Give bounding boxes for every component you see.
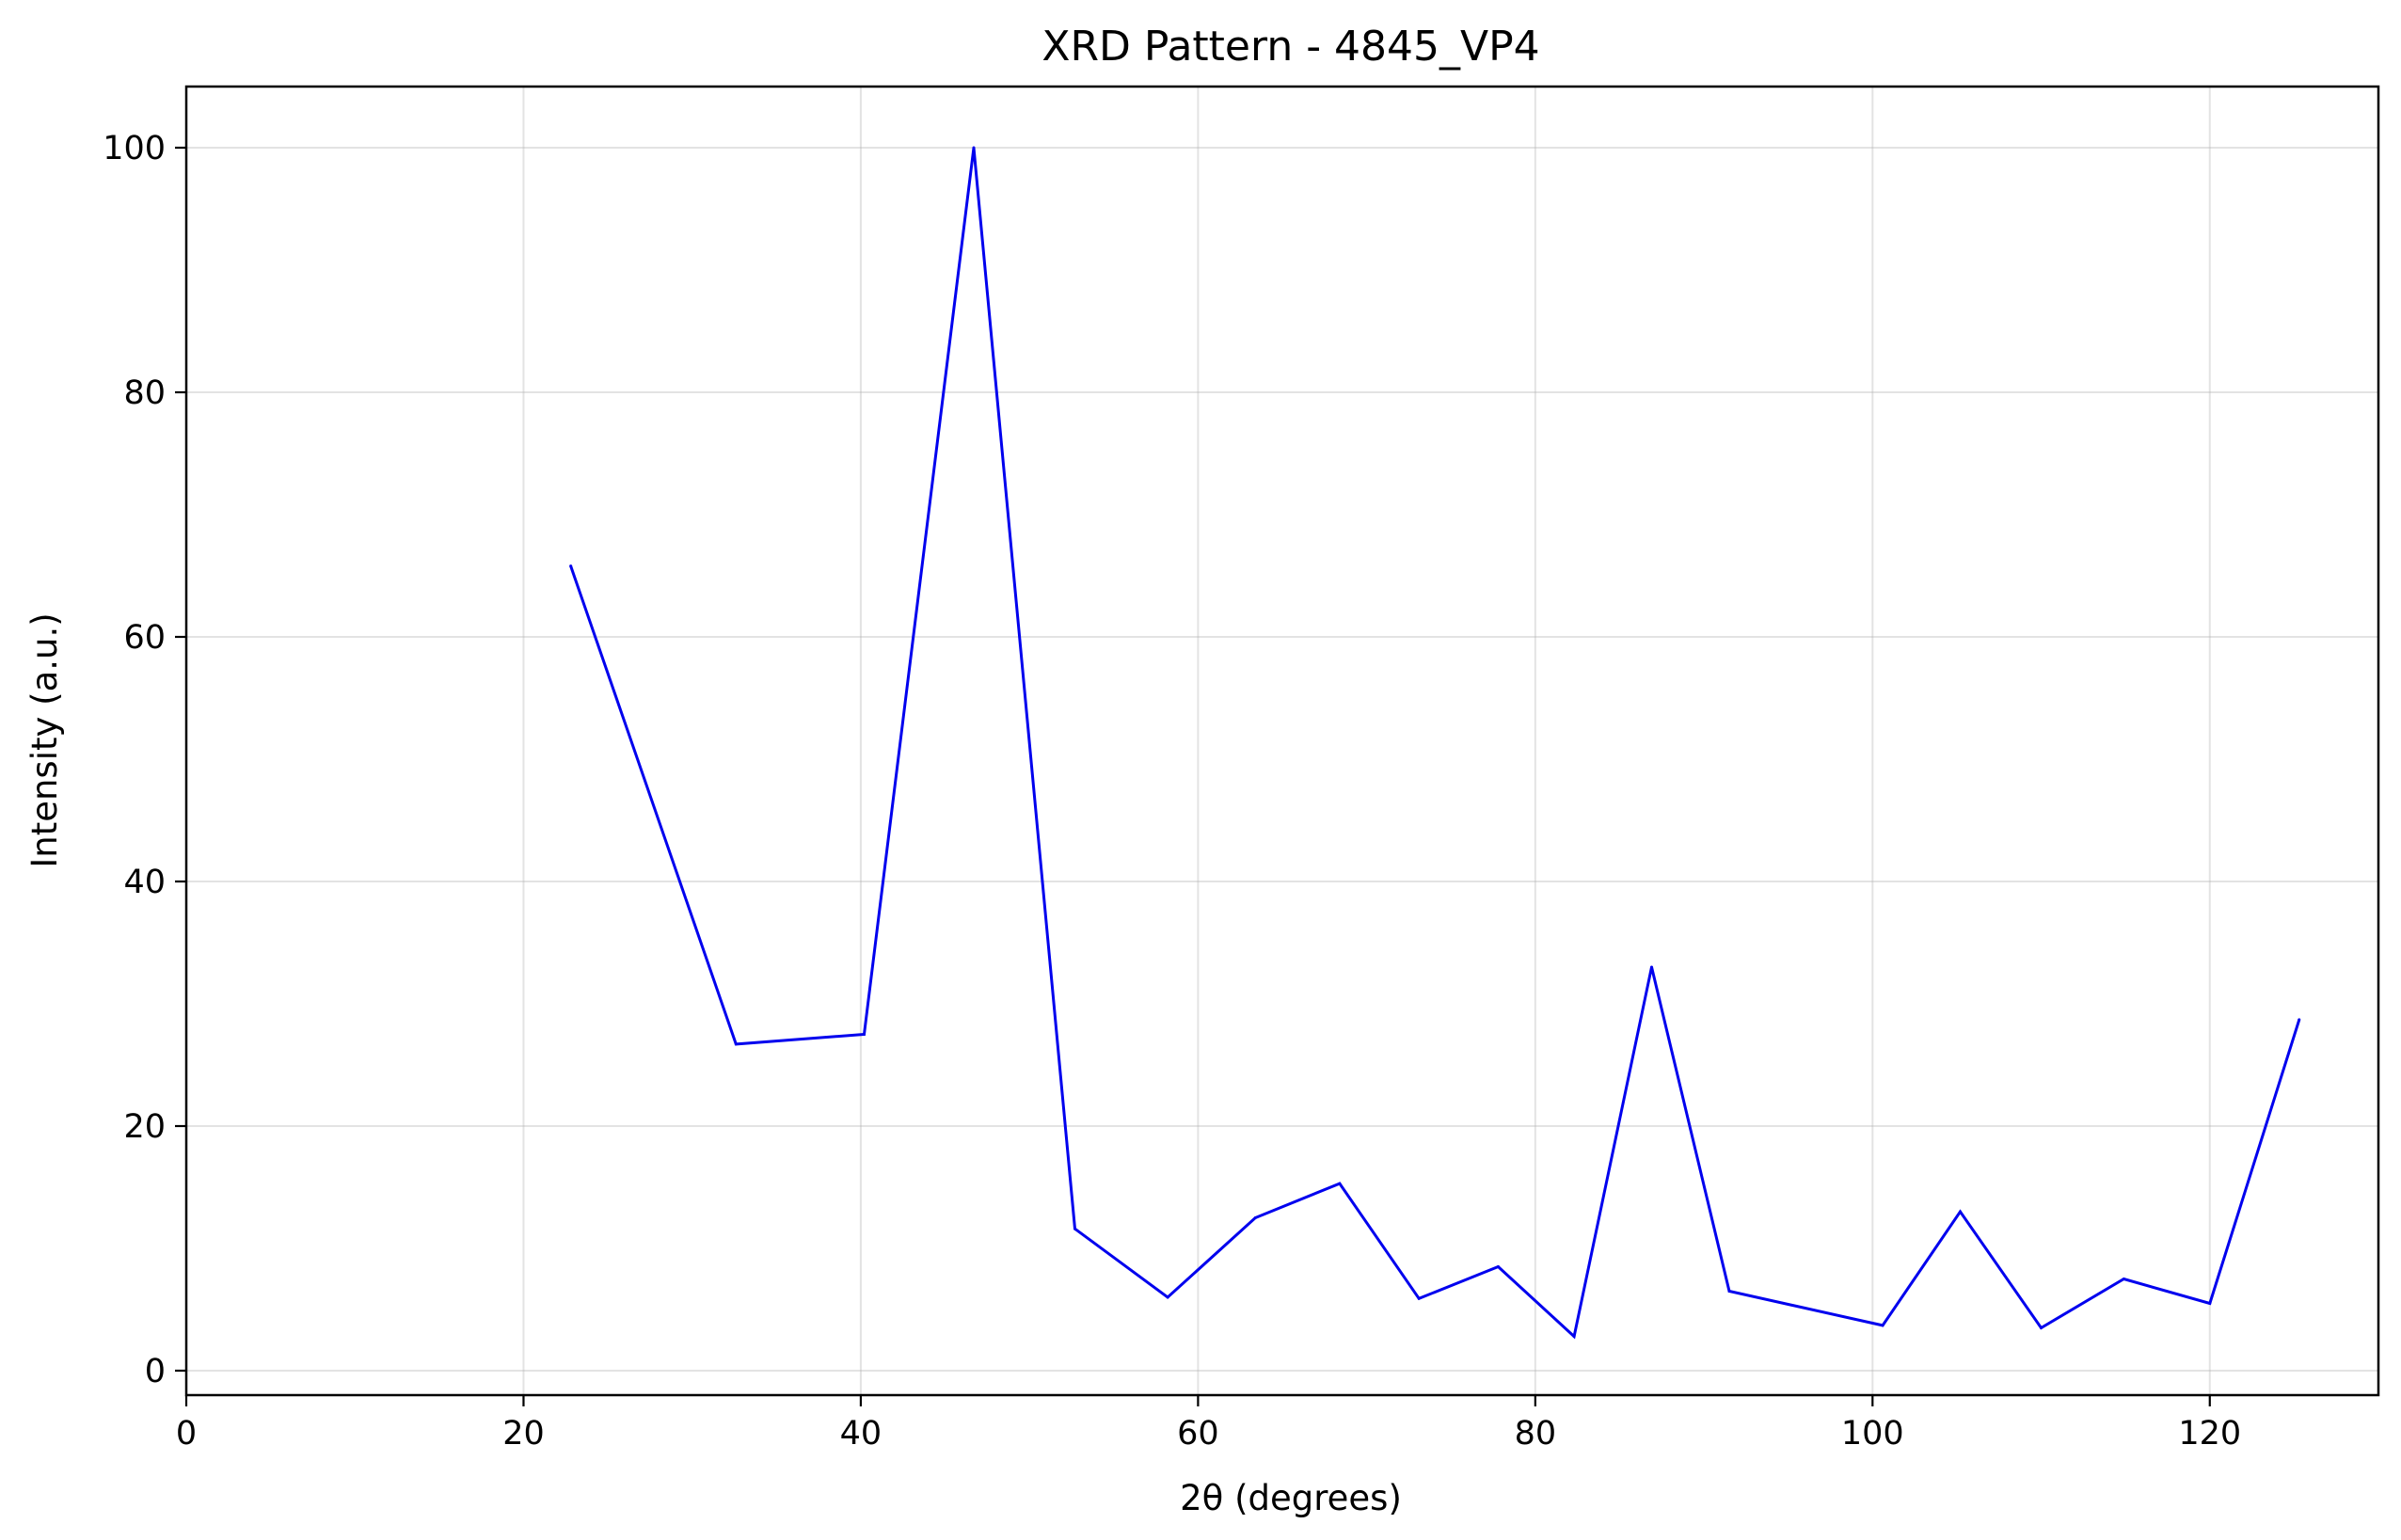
- x-tick-label: 120: [2178, 1415, 2241, 1453]
- data-point: [863, 1033, 867, 1036]
- data-point: [1496, 1265, 1500, 1268]
- data-point: [1338, 1182, 1342, 1185]
- y-tick-label: 100: [103, 130, 166, 167]
- data-point: [1417, 1296, 1421, 1300]
- chart-title: XRD Pattern - 4845_VP4: [1041, 23, 1539, 71]
- x-tick-label: 80: [1515, 1415, 1557, 1453]
- x-tick-label: 20: [502, 1415, 545, 1453]
- data-point: [1727, 1290, 1731, 1293]
- data-point: [734, 1042, 738, 1046]
- data-point: [569, 564, 573, 568]
- data-point: [1572, 1335, 1576, 1339]
- y-axis-label: Intensity (a.u.): [24, 612, 65, 867]
- x-tick-label: 60: [1177, 1415, 1219, 1453]
- x-axis-label: 2θ (degrees): [1180, 1478, 1402, 1518]
- tick-layer: 0 20 40 60 80 100 120 0 20 40 60 80 100: [103, 130, 2241, 1453]
- x-tick-label: 100: [1841, 1415, 1904, 1453]
- x-tick-label: 40: [840, 1415, 882, 1453]
- y-tick-label: 0: [145, 1353, 166, 1390]
- data-point: [1959, 1210, 1963, 1214]
- series-layer: [569, 146, 2301, 1340]
- data-point: [1166, 1295, 1169, 1299]
- data-point: [2122, 1278, 2125, 1280]
- data-point: [2298, 1018, 2301, 1022]
- data-point: [1253, 1216, 1257, 1219]
- y-tick-label: 80: [123, 374, 166, 412]
- data-point: [1881, 1324, 1884, 1327]
- x-tick-label: 0: [176, 1415, 197, 1453]
- y-tick-label: 40: [123, 864, 166, 901]
- data-point: [972, 146, 976, 150]
- y-tick-label: 20: [123, 1108, 166, 1146]
- y-tick-label: 60: [123, 619, 166, 657]
- data-point: [1073, 1227, 1077, 1230]
- plot-frame: [184, 85, 2380, 1397]
- data-point: [1650, 965, 1654, 969]
- grid-layer: [185, 87, 2378, 1395]
- data-point: [2208, 1302, 2212, 1305]
- data-point: [2040, 1326, 2043, 1329]
